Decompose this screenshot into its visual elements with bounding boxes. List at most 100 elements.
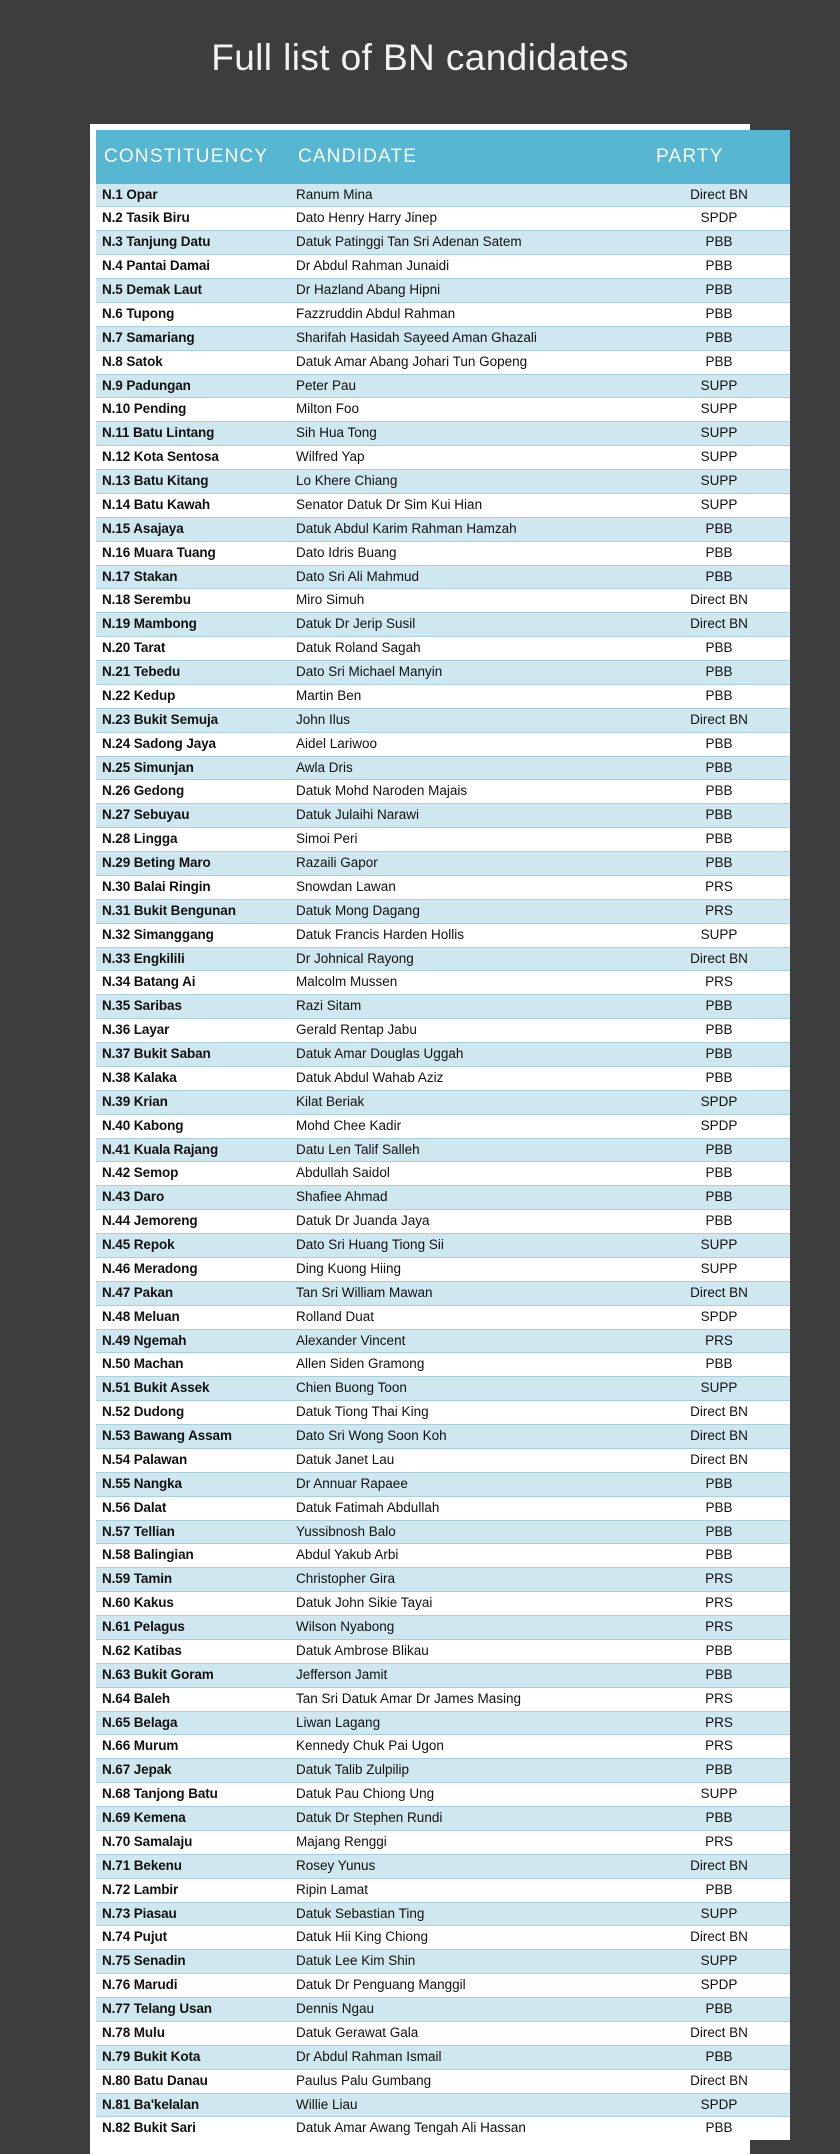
cell-party: Direct BN [648,1281,790,1306]
cell-candidate: Datuk Dr Penguang Manggil [290,1973,648,1999]
table-row: N.15 Asajaya Datuk Abdul Karim Rahman Ham… [96,517,790,542]
cell-candidate: Datuk Mong Dagang [290,899,648,924]
table-row: N.35 Saribas Razi Sitam PBB [96,994,790,1020]
cell-candidate: Milton Foo [290,397,648,423]
cell-constituency: N.2 Tasik Biru [96,206,290,232]
cell-constituency: N.12 Kota Sentosa [96,445,290,471]
cell-candidate: Dr Johnical Rayong [290,947,648,972]
cell-constituency: N.62 Katibas [96,1639,290,1664]
table-row: N.57 Tellian Yussibnosh Balo PBB [96,1520,790,1545]
cell-constituency: N.76 Marudi [96,1973,290,1999]
cell-constituency: N.53 Bawang Assam [96,1424,290,1449]
cell-candidate: Datuk Hii King Chiong [290,1925,648,1951]
cell-constituency: N.32 Simanggang [96,923,290,948]
cell-constituency: N.20 Tarat [96,636,290,662]
cell-candidate: Razaili Gapor [290,851,648,876]
table-row: N.53 Bawang Assam Dato Sri Wong Soon Koh D… [96,1424,790,1449]
table-row: N.77 Telang Usan Dennis Ngau PBB [96,1997,790,2022]
cell-candidate: Dr Hazland Abang Hipni [290,278,648,303]
cell-party: SUPP [648,1257,790,1282]
table-row: N.24 Sadong Jaya Aidel Lariwoo PBB [96,732,790,757]
table-row: N.32 Simanggang Datuk Francis Harden Holl… [96,923,790,948]
cell-party: PBB [648,2116,790,2141]
cell-party: PBB [648,851,790,876]
table-row: N.9 Padungan Peter Pau SUPP [96,374,790,399]
cell-party: PBB [648,254,790,280]
table-row: N.74 Pujut Datuk Hii King Chiong Direct BN [96,1925,790,1951]
table-row: N.44 Jemoreng Datuk Dr Juanda Jaya PBB [96,1209,790,1235]
cell-party: PBB [648,1520,790,1545]
cell-party: SUPP [648,1782,790,1808]
cell-candidate: Datuk Francis Harden Hollis [290,923,648,948]
cell-party: PBB [648,994,790,1020]
cell-candidate: Chien Buong Toon [290,1376,648,1402]
cell-party: PBB [648,565,790,590]
table-row: N.3 Tanjung Datu Datuk Patinggi Tan Sri A… [96,230,790,256]
cell-party: SUPP [648,923,790,948]
cell-party: PBB [648,827,790,853]
cell-constituency: N.72 Lambir [96,1878,290,1903]
table-row: N.13 Batu Kitang Lo Khere Chiang SUPP [96,469,790,494]
cell-party: PBB [648,1185,790,1211]
cell-constituency: N.66 Murum [96,1734,290,1760]
table-row: N.29 Beting Maro Razaili Gapor PBB [96,851,790,876]
table-row: N.26 Gedong Datuk Mohd Naroden Majais PBB [96,779,790,805]
table-row: N.50 Machan Allen Siden Gramong PBB [96,1352,790,1378]
table-row: N.72 Lambir Ripin Lamat PBB [96,1878,790,1903]
cell-party: Direct BN [648,1400,790,1426]
column-header-candidate: CANDIDATE [290,129,648,184]
cell-candidate: Liwan Lagang [290,1711,648,1736]
cell-party: PRS [648,1830,790,1855]
cell-party: SPDP [648,1973,790,1999]
table-row: N.33 Engkilili Dr Johnical Rayong Direct B… [96,947,790,972]
cell-candidate: Dato Sri Ali Mahmud [290,565,648,590]
cell-candidate: Willie Liau [290,2093,648,2118]
cell-candidate: Sharifah Hasidah Sayeed Aman Ghazali [290,326,648,351]
cell-party: SPDP [648,206,790,232]
cell-candidate: Datuk Lee Kim Shin [290,1949,648,1975]
cell-candidate: Datuk Janet Lau [290,1448,648,1473]
table-row: N.42 Semop Abdullah Saidol PBB [96,1161,790,1187]
table-row: N.30 Balai Ringin Snowdan Lawan PRS [96,875,790,900]
cell-constituency: N.81 Ba'kelalan [96,2093,290,2118]
cell-constituency: N.3 Tanjung Datu [96,230,290,256]
cell-constituency: N.42 Semop [96,1161,290,1187]
table-row: N.64 Baleh Tan Sri Datuk Amar Dr James Ma… [96,1687,790,1712]
cell-candidate: Dr Annuar Rapaee [290,1472,648,1497]
table-row: N.56 Dalat Datuk Fatimah Abdullah PBB [96,1496,790,1521]
cell-constituency: N.54 Palawan [96,1448,290,1473]
cell-party: PBB [648,732,790,757]
cell-constituency: N.6 Tupong [96,302,290,327]
cell-constituency: N.68 Tanjong Batu [96,1782,290,1808]
cell-constituency: N.41 Kuala Rajang [96,1138,290,1163]
cell-constituency: N.18 Serembu [96,588,290,614]
cell-party: PBB [648,1663,790,1688]
cell-constituency: N.23 Bukit Semuja [96,708,290,733]
cell-constituency: N.37 Bukit Saban [96,1042,290,1067]
table-row: N.76 Marudi Datuk Dr Penguang Manggil SPDP [96,1973,790,1999]
cell-constituency: N.29 Beting Maro [96,851,290,876]
cell-constituency: N.44 Jemoreng [96,1209,290,1235]
cell-constituency: N.49 Ngemah [96,1329,290,1354]
cell-constituency: N.24 Sadong Jaya [96,732,290,757]
table-row: N.65 Belaga Liwan Lagang PRS [96,1711,790,1736]
cell-constituency: N.46 Meradong [96,1257,290,1282]
cell-party: PBB [648,1997,790,2022]
table-row: N.22 Kedup Martin Ben PBB [96,684,790,709]
cell-party: PBB [648,230,790,256]
cell-constituency: N.17 Stakan [96,565,290,590]
cell-constituency: N.65 Belaga [96,1711,290,1736]
cell-candidate: Datuk Gerawat Gala [290,2021,648,2046]
cell-candidate: Tan Sri William Mawan [290,1281,648,1306]
cell-party: PBB [648,1138,790,1163]
table-row: N.43 Daro Shafiee Ahmad PBB [96,1185,790,1211]
cell-party: PBB [648,1878,790,1903]
table-row: N.11 Batu Lintang Sih Hua Tong SUPP [96,421,790,447]
cell-party: PBB [648,278,790,303]
table-row: N.68 Tanjong Batu Datuk Pau Chiong Ung SUP… [96,1782,790,1808]
cell-candidate: Datu Len Talif Salleh [290,1138,648,1163]
cell-constituency: N.39 Krian [96,1090,290,1115]
table-row: N.60 Kakus Datuk John Sikie Tayai PRS [96,1591,790,1617]
cell-constituency: N.1 Opar [96,183,290,208]
cell-party: PBB [648,326,790,351]
